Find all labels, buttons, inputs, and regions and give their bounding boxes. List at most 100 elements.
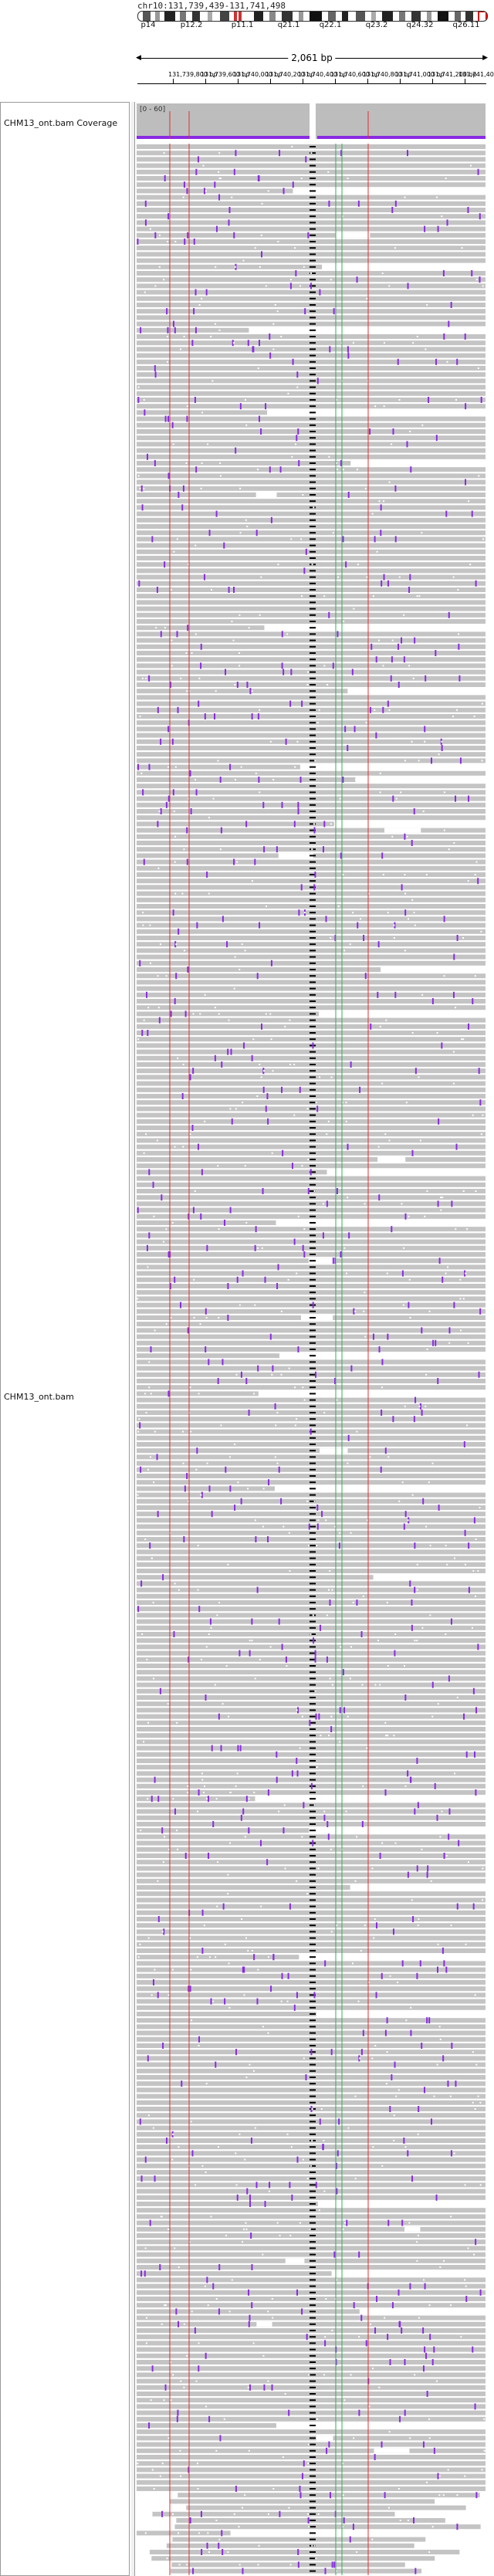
mismatch-speck [176,1830,178,1832]
coverage-insertion [175,136,177,139]
mismatch-speck [269,1013,272,1015]
coverage-track[interactable]: [0 - 60] [137,103,486,140]
deletion-mark [310,513,316,515]
mismatch-speck [414,924,416,926]
deletion-mark [310,557,316,559]
mismatch-speck [475,279,478,281]
insertion-mark [257,1365,259,1372]
deletion-mark [310,2121,316,2123]
mismatch-speck [245,1222,248,1224]
insertion-mark [224,1998,226,2005]
deletion-mark [310,1317,316,1318]
insertion-mark [148,1169,151,1176]
insertion-mark [458,643,460,650]
panel-divider[interactable] [131,102,134,2576]
coverage-insertion [381,136,382,139]
mismatch-speck [421,1627,424,1629]
insertion-mark [269,1333,272,1340]
insertion-mark [257,175,259,181]
mismatch-speck [483,2449,486,2452]
coverage-insertion [374,136,376,139]
mismatch-speck [465,1272,467,1274]
mismatch-speck [174,2247,176,2249]
mismatch-speck [398,1500,401,1502]
chromosome-ideogram[interactable] [137,11,488,22]
mismatch-speck [180,677,182,679]
insertion-mark [227,1283,229,1289]
mismatch-speck [143,1019,145,1021]
insertion-mark [187,1327,189,1334]
insertion-mark [201,1491,203,1498]
insertion-mark [425,675,427,682]
insertion-mark [174,1808,176,1815]
mismatch-speck [472,2101,474,2104]
mismatch-speck [388,1139,391,1142]
aligned-read [137,764,300,770]
insertion-mark [438,1505,440,1511]
alignment-track[interactable] [137,144,486,2575]
coverage-insertion [425,136,427,139]
insertion-mark [313,884,316,891]
mismatch-speck [239,532,242,534]
mismatch-speck [186,405,188,408]
aligned-read [172,2537,426,2542]
insertion-mark [455,795,457,802]
mismatch-speck [374,1918,376,1920]
ruler-tick [173,79,174,83]
insertion-mark [324,1960,327,1967]
deletion-mark [310,215,316,218]
deletion-mark [310,1690,316,1692]
coverage-insertion [184,136,186,139]
deletion-mark [310,905,316,907]
span-indicator: ◀ ▶ 2,061 bp [136,52,488,63]
deletion-mark [310,2507,316,2509]
mismatch-speck [341,2463,343,2465]
locus-label[interactable]: chr10:131,739,439-131,741,498 [137,1,286,11]
mismatch-speck [475,1190,477,1192]
insertion-mark [356,1599,358,1606]
insertion-mark [154,365,156,371]
insertion-mark [148,1232,151,1239]
mismatch-speck [377,1640,379,1642]
mismatch-speck [399,2520,401,2521]
insertion-mark [164,175,166,181]
ruler-line [137,83,486,84]
insertion-mark [414,1808,416,1815]
coverage-track-name[interactable]: CHM13_ont.bam Coverage [4,118,118,128]
mismatch-speck [349,943,351,946]
mismatch-speck [229,1792,232,1793]
mismatch-speck [260,1076,262,1078]
mismatch-speck [231,196,233,198]
deletion-mark [310,1146,316,1148]
insertion-mark [326,1200,328,1207]
deletion-mark [310,2209,316,2212]
mismatch-speck [251,880,253,882]
insertion-mark [157,821,159,828]
position-ruler[interactable]: 131,739,800 bp 131,739,600 bp 131,740,00… [137,71,494,94]
deletion-mark [310,608,316,610]
mismatch-speck [223,2418,225,2420]
mismatch-speck [277,241,279,242]
mismatch-speck [275,1424,277,1427]
insertion-mark [398,2320,401,2327]
insertion-mark [442,270,445,276]
mismatch-speck [443,2260,445,2262]
insertion-mark [192,2568,195,2574]
coverage-insertion [447,136,448,139]
mismatch-speck [254,1519,256,1522]
deletion-mark [310,1424,316,1427]
deletion-mark [310,1899,316,1901]
insertion-mark [140,2175,143,2182]
insertion-mark [324,2568,327,2574]
insertion-mark [167,415,170,422]
mismatch-speck [360,918,362,920]
mismatch-speck [173,811,175,812]
deletion-mark [310,253,316,256]
mismatch-speck [198,677,201,679]
alignment-track-name[interactable]: CHM13_ont.bam [4,1392,74,1402]
aligned-read [137,2423,276,2428]
coverage-insertion [441,136,442,139]
mismatch-speck [150,962,152,964]
insertion-mark [164,415,167,422]
deletion-mark [310,323,316,325]
